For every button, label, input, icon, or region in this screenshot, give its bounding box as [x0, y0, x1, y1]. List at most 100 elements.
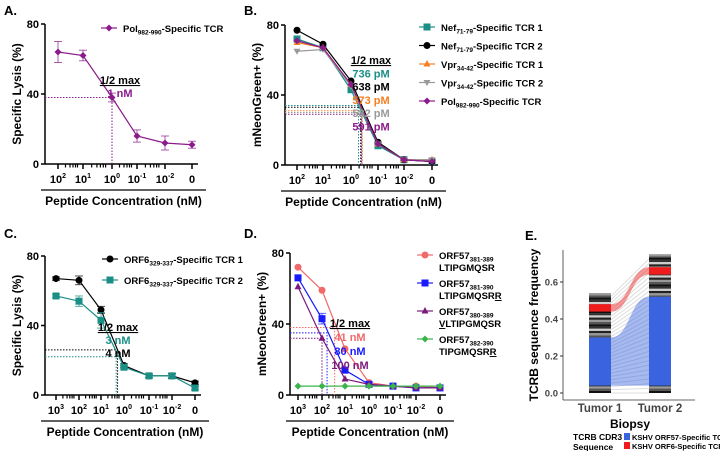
legend-subscript: 71-79: [456, 29, 473, 36]
x-tick-exponent: 1: [105, 404, 109, 411]
legend-name: Pol: [441, 97, 456, 108]
half-max-value: 3 nM: [105, 335, 130, 347]
x-tick-base: 10: [128, 174, 140, 186]
marker-triangle-down: [293, 48, 301, 55]
x-tick-label: 102: [314, 404, 330, 417]
marker-circle: [421, 251, 429, 259]
x-tick-exponent: 2: [62, 173, 66, 180]
bar-stripe: [649, 277, 671, 280]
half-max-value: 736 pM: [352, 68, 389, 80]
x-tick-exponent: 1: [87, 173, 91, 180]
x-tick-exponent: 2: [326, 404, 330, 411]
x-axis-label: Peptide Concentration (nM): [292, 425, 449, 439]
marker-triangle: [423, 60, 431, 67]
legend-name: ORF6: [124, 255, 149, 266]
flow-ribbon-minor: [610, 378, 650, 384]
flow-ribbon-minor: [610, 304, 650, 331]
chart-panel-e: E. 0.0 0.2 0.4 0.6 TCRB sequence frequency Tum…: [525, 228, 720, 451]
x-tick-base: 10: [343, 175, 355, 187]
legend-subscript: 34-42: [457, 66, 474, 73]
x-tick-base: 10: [50, 174, 62, 186]
half-max-guide-line: [285, 106, 362, 165]
bar-stripe: [589, 295, 611, 298]
legend-name: ORF57: [439, 279, 470, 290]
x-axis-label: Peptide Concentration (nM): [47, 425, 204, 439]
bar-stripe: [649, 295, 671, 298]
marker-diamond: [294, 382, 302, 390]
bar-stripe: [589, 333, 611, 336]
flow-ribbon-minor: [610, 355, 650, 367]
marker-diamond: [341, 382, 349, 390]
legend-name: Pol: [123, 24, 138, 35]
half-max-value: 582 pM: [352, 108, 389, 120]
marker-triangle-down: [423, 80, 431, 86]
flow-ribbon-minor: [610, 276, 650, 311]
x-axis-label: Biopsy: [610, 417, 650, 431]
legend-subscript: 329-337: [149, 282, 173, 289]
marker-circle: [318, 286, 326, 294]
flow-ribbon-minor: [610, 281, 650, 314]
x-tick-label: 101: [337, 404, 353, 417]
marker-circle: [341, 345, 349, 353]
legend-subscript: 71-79: [456, 47, 473, 54]
bar-stripe: [649, 262, 671, 265]
x-tick-label: 101: [315, 174, 331, 187]
legend-subscript: 381-389: [470, 257, 494, 264]
flow-ribbon-minor: [610, 323, 650, 344]
x-tick-label: 101: [75, 173, 91, 186]
x-tick-label: Tumor 2: [638, 403, 683, 415]
x-tick-exponent: -2: [175, 404, 181, 411]
marker-diamond: [347, 81, 355, 88]
marker-diamond: [318, 382, 326, 390]
bar-stripe: [589, 328, 611, 331]
x-tick-label: 100: [343, 174, 359, 187]
marker-square: [120, 363, 128, 371]
sequence-rest: LTIPGMQSR: [439, 291, 495, 302]
x-tick-base: 10: [93, 405, 105, 417]
marker-diamond: [374, 140, 382, 148]
half-max-guide-line: [285, 105, 360, 165]
legend-item: Vpr34-42-Specific TCR 2: [419, 79, 543, 91]
bar-stripe: [589, 315, 611, 318]
bar-stripe: [649, 275, 671, 278]
x-tick-label: 10-2: [156, 173, 175, 186]
x-tick-exponent: 2: [301, 174, 305, 181]
legend-label: ORF57382-390: [439, 335, 494, 348]
sequence-rest: TIPGMQSR: [439, 347, 490, 358]
flow-ribbon-highlighted: [611, 267, 649, 312]
y-tick-label: 80: [27, 19, 39, 31]
bar-stripe: [589, 317, 611, 320]
underlined-residue: R: [495, 291, 502, 302]
panel-label: A.: [4, 3, 17, 18]
x-tick-label: Tumor 1: [578, 403, 623, 415]
x-tick-label: 0: [429, 175, 435, 187]
flow-ribbon-minor: [610, 387, 650, 391]
marker-circle: [294, 263, 302, 271]
x-tick-exponent: 3: [60, 404, 64, 411]
x-tick-base: 10: [384, 405, 396, 417]
legend-name: ORF57: [439, 307, 470, 318]
y-axis-label: TCRB sequence frequency: [527, 248, 541, 401]
bar-stripe: [589, 299, 611, 302]
bar-stripe: [589, 310, 611, 314]
bar-stripe: [589, 319, 611, 322]
underlined-residue: V: [439, 319, 446, 330]
marker-diamond: [421, 335, 429, 343]
x-tick-base: 10: [140, 405, 152, 417]
series-orf6-329-337: [52, 292, 199, 392]
x-tick-label: 10-1: [369, 174, 388, 187]
marker-diamond: [365, 382, 373, 390]
flow-ribbon-minor: [610, 383, 650, 387]
legend-item: Pol982-990-Specific TCR: [419, 97, 542, 110]
stacked-bar-tumor-2: [649, 254, 671, 393]
flow-ribbon-minor: [610, 341, 650, 357]
marker-circle: [52, 275, 60, 283]
half-max-guide-line: [285, 110, 363, 165]
half-max-guide-line: [45, 356, 117, 395]
flow-ribbon-minor: [610, 258, 650, 297]
x-tick-label: 101: [93, 404, 109, 417]
series-pol-982-990: [293, 37, 436, 165]
x-axis-label: Peptide Concentration (nM): [285, 195, 442, 209]
